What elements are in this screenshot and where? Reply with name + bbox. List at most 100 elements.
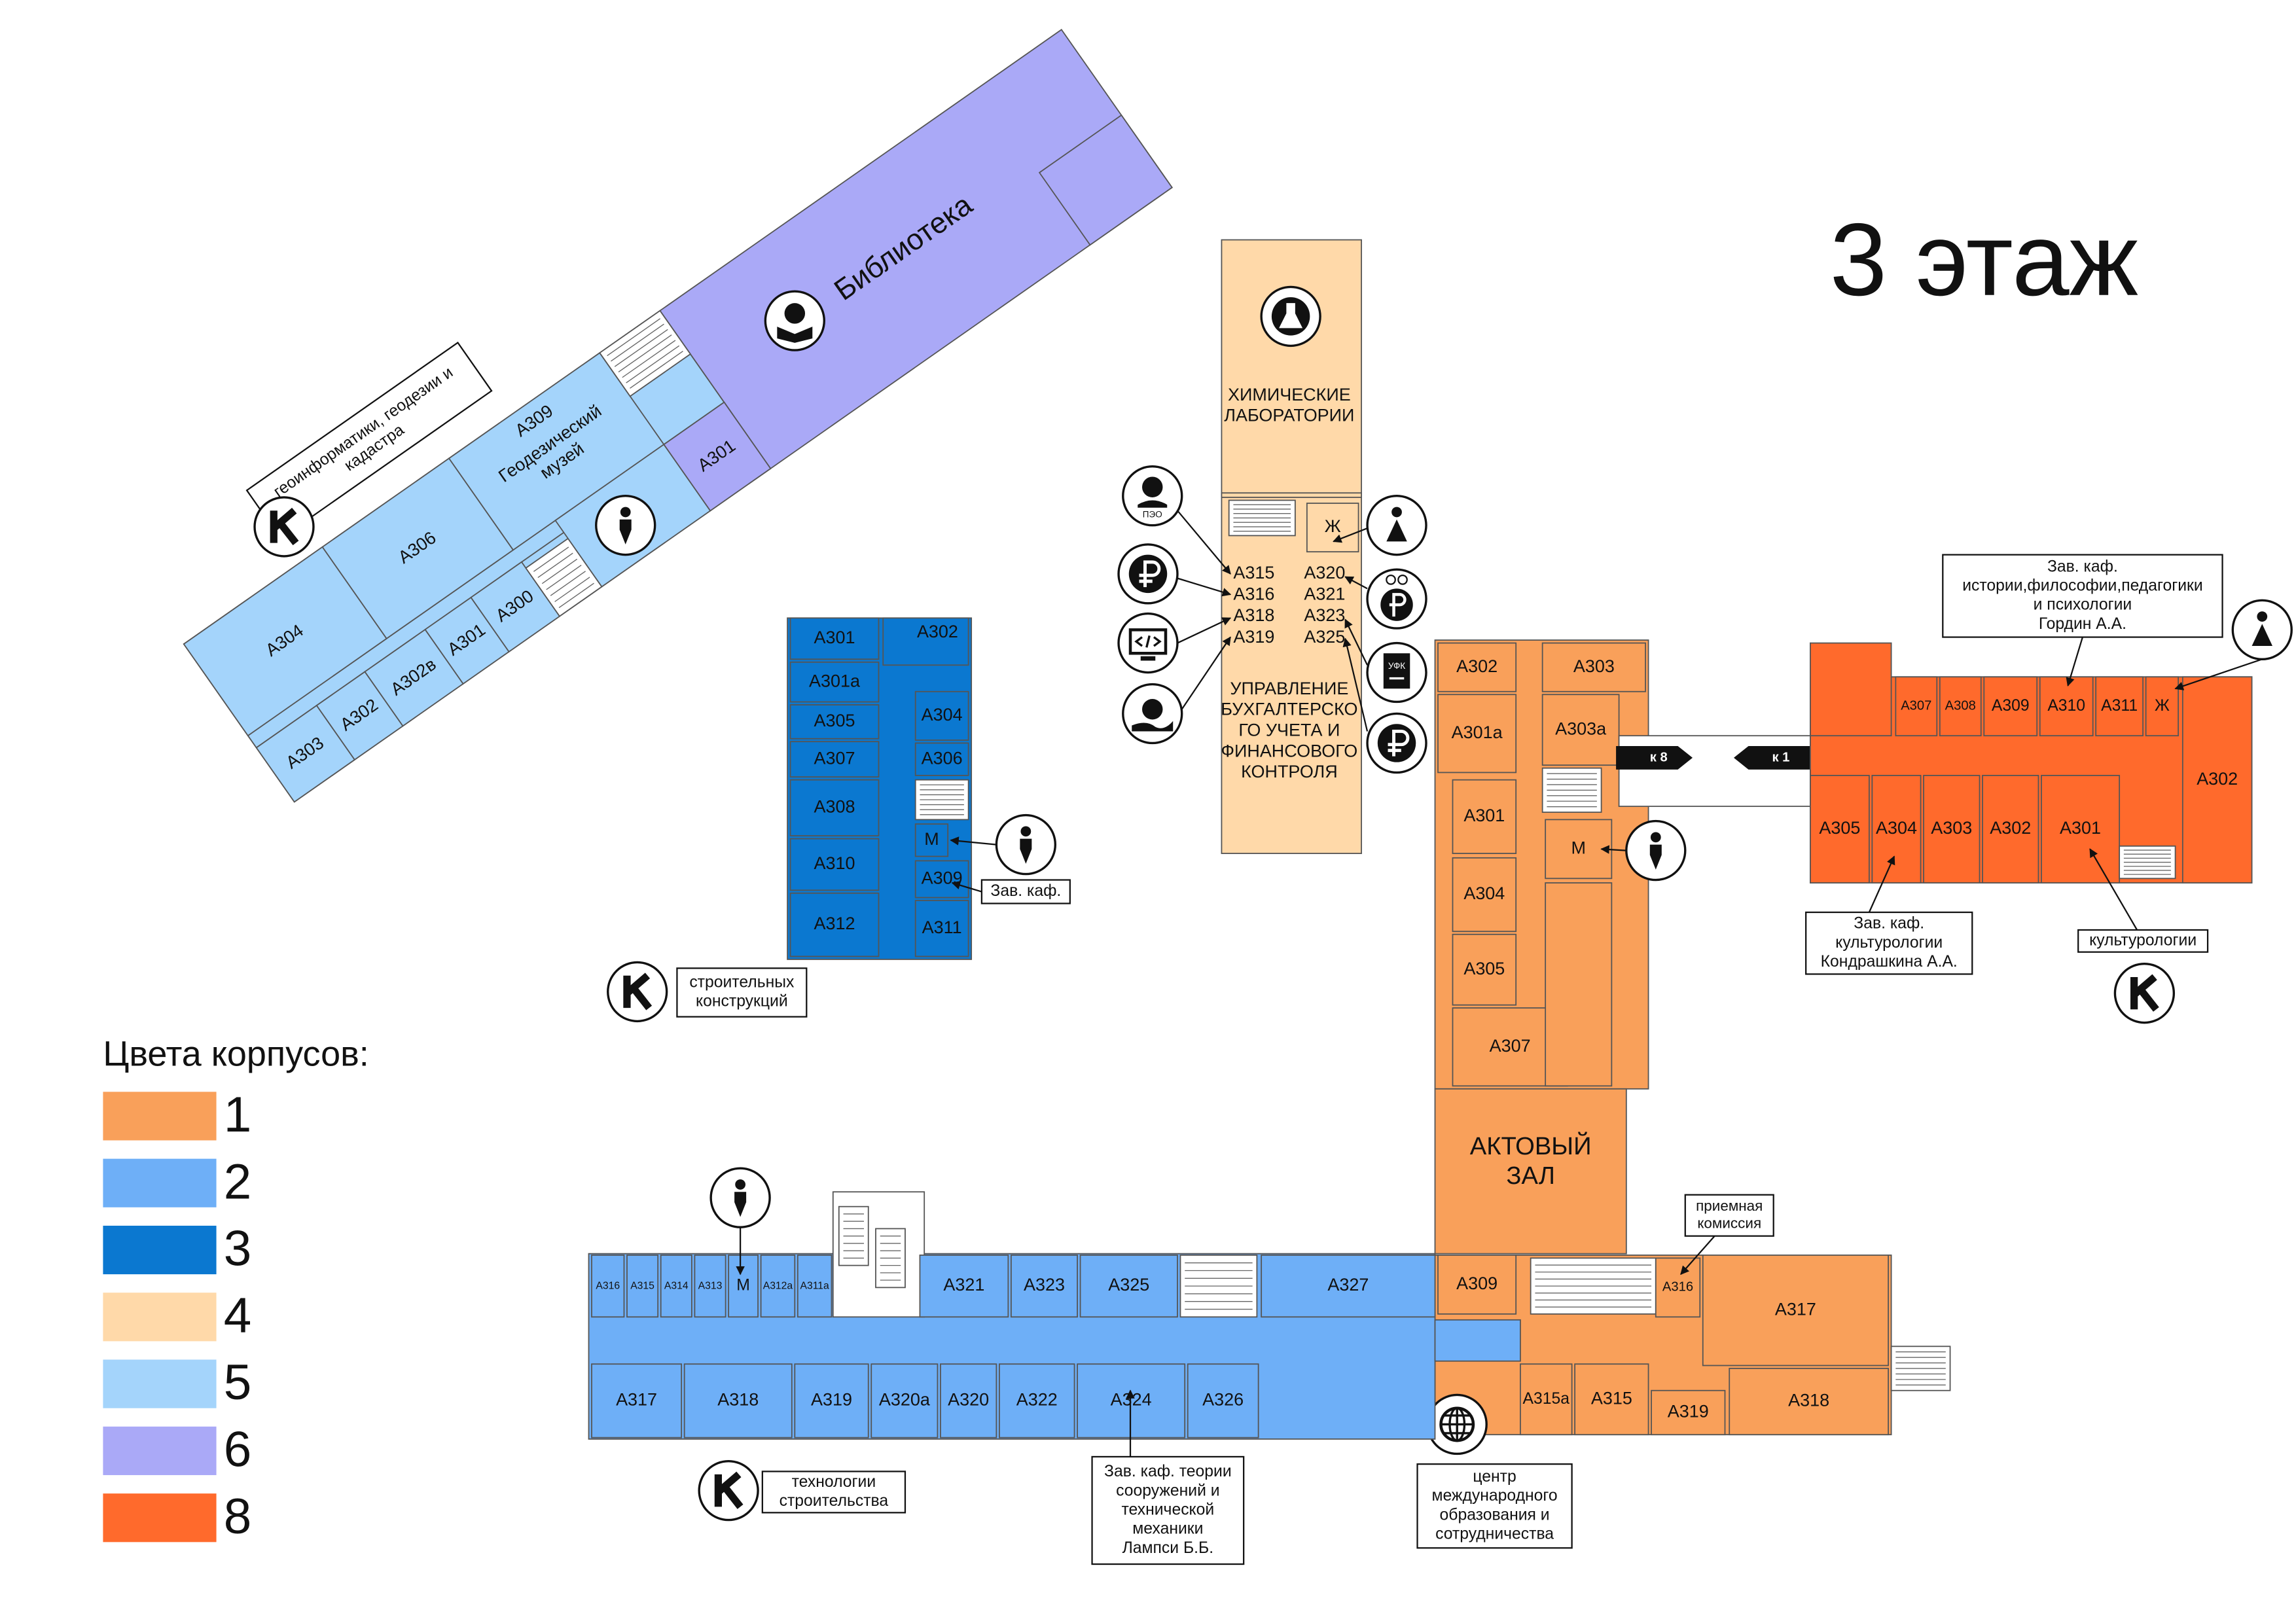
room-label: А304 (922, 705, 963, 724)
block (1871, 775, 1922, 883)
block (1452, 857, 1517, 933)
room-label: А311а (800, 1280, 830, 1291)
connector (1868, 855, 1895, 913)
note-box (761, 1471, 906, 1514)
room-label: А301 (1463, 806, 1505, 825)
stair-step (618, 334, 672, 373)
icon-glyph (1138, 500, 1168, 508)
block (794, 1363, 869, 1438)
block (2095, 676, 2144, 737)
room-label: А305 (814, 711, 855, 730)
room-label: А304 (1463, 883, 1505, 903)
room-label: А310 (814, 853, 855, 873)
room-label: А306 (922, 748, 963, 768)
legend-swatch (103, 1092, 217, 1141)
icon-glyph (2130, 974, 2159, 1012)
note-text: комиссия (1697, 1215, 1761, 1231)
block (2181, 676, 2253, 883)
note-text: сооружений и (1116, 1482, 1219, 1499)
room-label: А323 (1024, 1275, 1065, 1294)
icon-K (607, 961, 668, 1023)
connector (1680, 1235, 1715, 1275)
block (591, 1254, 625, 1318)
stair-step (614, 329, 668, 367)
legend-swatch (103, 1293, 217, 1342)
legend-swatch (103, 1426, 217, 1476)
stair-step (558, 582, 594, 609)
note-box (676, 967, 808, 1018)
stair-step (630, 351, 683, 389)
room-label: А310 (2047, 697, 2085, 715)
room-label: А308 (814, 797, 855, 817)
icon-K (253, 496, 315, 558)
block (1221, 492, 1362, 498)
connector (1181, 636, 1231, 710)
note-box (980, 879, 1071, 904)
block (914, 823, 949, 857)
block (870, 1363, 939, 1438)
block (914, 690, 969, 741)
icon-glyph (619, 519, 632, 544)
connector (1333, 527, 1368, 543)
block (683, 1363, 793, 1438)
stair-step (554, 577, 590, 602)
block (1982, 775, 2039, 883)
room-label: А302 (917, 622, 958, 641)
icon-glyph (1649, 844, 1662, 870)
room-label: М (736, 1277, 750, 1294)
icon-glyph (1448, 1407, 1466, 1442)
block (1545, 882, 1613, 1087)
room-label: ЛАБОРАТОРИИ (1224, 406, 1354, 425)
icon-label: УФК (1388, 661, 1405, 671)
connector (2089, 848, 2138, 931)
room-label: А318 (1788, 1391, 1829, 1410)
block (659, 29, 1174, 470)
room-label: БУХГАЛТЕРСКО (1221, 700, 1357, 719)
block (1187, 1363, 1259, 1438)
room-label: А320 (1304, 563, 1345, 582)
room-label: А323 (1304, 605, 1345, 625)
icon-glyph (1441, 1408, 1473, 1441)
icon-glyph (714, 1471, 744, 1509)
block (1541, 642, 1646, 692)
block (1810, 642, 1892, 737)
room-label: А317 (1775, 1299, 1816, 1319)
stair-step (546, 565, 582, 590)
block (1895, 676, 1938, 737)
room-label: А319 (1233, 627, 1274, 647)
icon-glyph (2251, 624, 2273, 647)
block (940, 1363, 997, 1438)
room-label: А327 (1327, 1275, 1369, 1294)
note-box (1416, 1463, 1573, 1549)
block (789, 661, 880, 703)
room-label: А313 (698, 1280, 723, 1291)
block (789, 741, 880, 778)
icon-glyph (1383, 653, 1410, 689)
note-text: Зав. каф. (1854, 915, 1924, 933)
icon-glyph (2257, 611, 2268, 622)
note-text: строительных (689, 973, 795, 991)
note-text: Гордин А.А. (2039, 615, 2126, 633)
block (2145, 676, 2179, 737)
room-label: А317 (616, 1390, 657, 1410)
block (1655, 1257, 1701, 1318)
icon-glyph (1128, 628, 1168, 655)
room-label: А307 (814, 748, 855, 768)
icon-glyph (735, 1179, 745, 1190)
legend-label: 8 (224, 1489, 252, 1544)
icon-glyph (270, 507, 299, 546)
note-text: образования и (1440, 1506, 1550, 1524)
connector (2066, 637, 2084, 687)
connector (951, 881, 982, 893)
legend-label: 4 (224, 1288, 252, 1344)
room-label: А305 (1819, 818, 1860, 838)
hall-label: ЗАЛ (1506, 1162, 1555, 1190)
block (760, 1254, 796, 1318)
note-text: и психологии (2034, 596, 2132, 614)
connector (1344, 618, 1369, 666)
block (1434, 1088, 1627, 1255)
room-label: А307 (1490, 1036, 1531, 1056)
block (919, 1254, 1009, 1318)
legend-swatch (103, 1225, 217, 1275)
